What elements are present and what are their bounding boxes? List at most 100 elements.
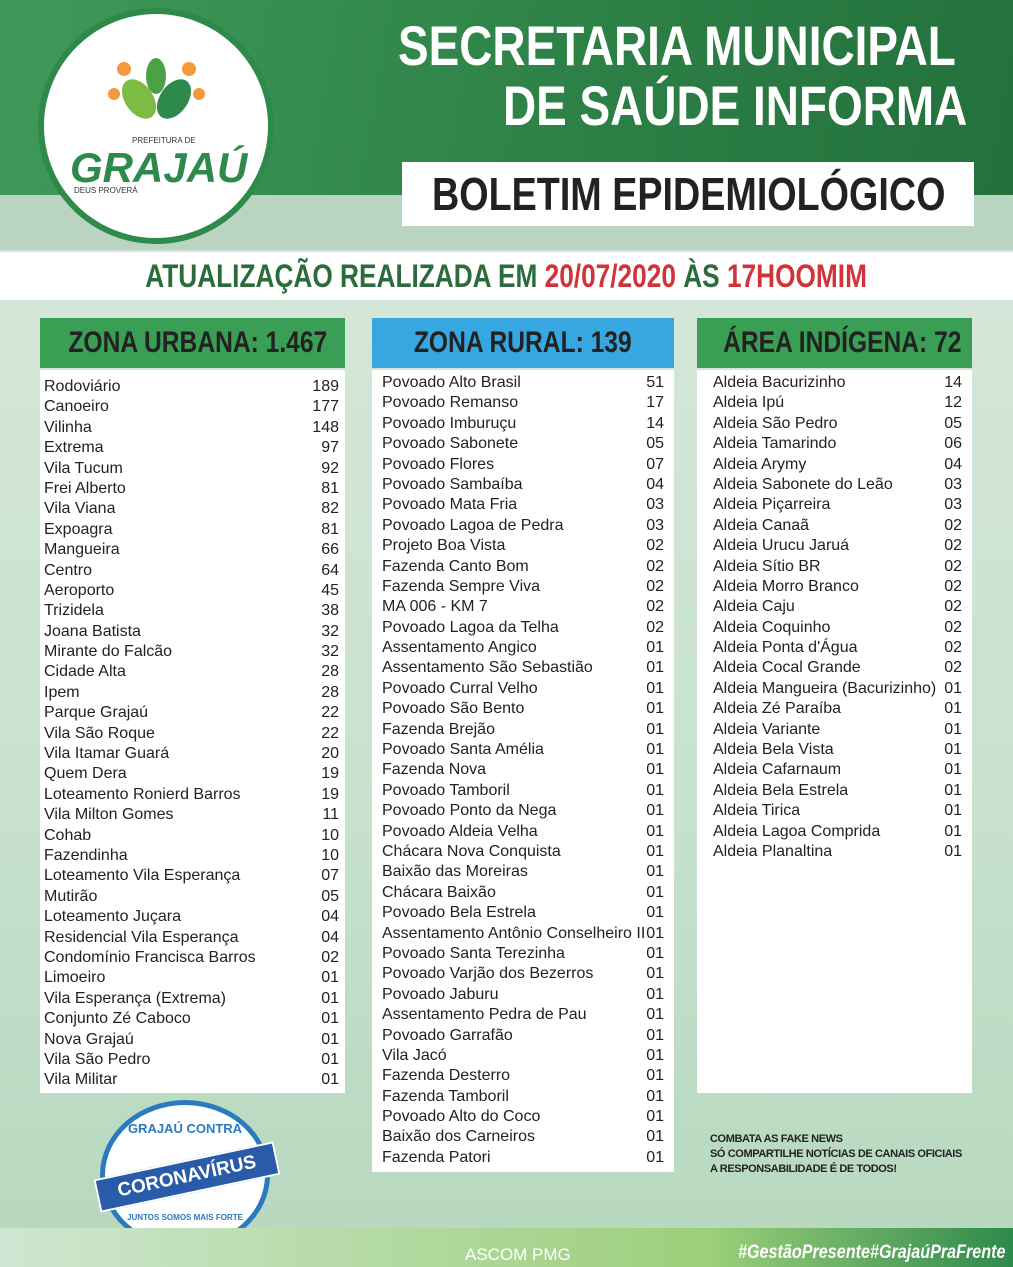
- case-count: 04: [321, 908, 339, 926]
- case-count: 01: [646, 944, 664, 962]
- place-name: Cohab: [44, 826, 92, 844]
- row: Povoado Bela Estrela 01: [382, 903, 664, 923]
- subtitle-box: BOLETIM EPIDEMIOLÓGICO: [402, 162, 974, 226]
- case-count: 01: [646, 1108, 664, 1126]
- row: Chácara Nova Conquista 01: [382, 842, 664, 862]
- row: Canoeiro 177: [44, 397, 339, 417]
- case-count: 02: [944, 537, 962, 555]
- case-count: 66: [321, 541, 339, 559]
- row: Aldeia Coquinho 02: [713, 618, 962, 638]
- case-count: 03: [646, 496, 664, 514]
- place-name: Condomínio Francisca Barros: [44, 948, 256, 966]
- row: Aldeia Cocal Grande 02: [713, 658, 962, 678]
- case-count: 01: [944, 741, 962, 759]
- hashtags: #GestãoPresente#GrajaúPraFrente: [738, 1242, 1006, 1263]
- place-name: Ipem: [44, 683, 80, 701]
- place-name: Aldeia Urucu Jaruá: [713, 537, 850, 555]
- case-count: 01: [646, 883, 664, 901]
- row: Povoado Sabonete 05: [382, 434, 664, 454]
- place-name: Povoado São Bento: [382, 700, 525, 718]
- row: Fazenda Canto Bom 02: [382, 557, 664, 577]
- row: Aldeia Cafarnaum 01: [713, 760, 962, 780]
- row: Aldeia Sítio BR 02: [713, 557, 962, 577]
- row: Povoado Jaburu 01: [382, 985, 664, 1005]
- place-name: Residencial Vila Esperança: [44, 928, 239, 946]
- row: Cidade Alta 28: [44, 662, 339, 682]
- case-count: 97: [321, 439, 339, 457]
- logo-leaves: [108, 58, 205, 119]
- row: Expoagra 81: [44, 520, 339, 540]
- case-count: 38: [321, 602, 339, 620]
- case-count: 05: [944, 414, 962, 432]
- case-count: 01: [646, 639, 664, 657]
- place-name: Aldeia Cocal Grande: [713, 659, 861, 677]
- logo-motto: DEUS PROVERÁ: [74, 186, 138, 195]
- case-count: 20: [321, 745, 339, 763]
- place-name: Joana Batista: [44, 622, 141, 640]
- place-name: Vila Viana: [44, 500, 116, 518]
- case-count: 02: [944, 516, 962, 534]
- place-name: Nova Grajaú: [44, 1030, 134, 1048]
- row: Aldeia Caju 02: [713, 597, 962, 617]
- place-name: Povoado Lagoa da Telha: [382, 618, 559, 636]
- case-count: 02: [944, 639, 962, 657]
- case-count: 82: [321, 500, 339, 518]
- row: Aldeia Sabonete do Leão 03: [713, 475, 962, 495]
- place-name: Aldeia São Pedro: [713, 414, 838, 432]
- row: Fazenda Desterro 01: [382, 1066, 664, 1086]
- row: Assentamento São Sebastião 01: [382, 658, 664, 678]
- row: Joana Batista 32: [44, 622, 339, 642]
- place-name: Povoado Tamboril: [382, 781, 510, 799]
- place-name: Assentamento Antônio Conselheiro II: [382, 924, 646, 942]
- row: Projeto Boa Vista 02: [382, 536, 664, 556]
- place-name: Baixão dos Carneiros: [382, 1128, 535, 1146]
- case-count: 177: [312, 398, 339, 416]
- case-count: 02: [944, 659, 962, 677]
- case-count: 01: [321, 969, 339, 987]
- case-count: 14: [944, 374, 962, 391]
- place-name: Frei Alberto: [44, 479, 126, 497]
- row: Parque Grajaú 22: [44, 703, 339, 723]
- row: Aldeia Tirica 01: [713, 801, 962, 821]
- row: Vila Tucum 92: [44, 459, 339, 479]
- place-name: Fazenda Brejão: [382, 720, 495, 738]
- case-count: 02: [646, 598, 664, 616]
- list: Povoado Alto Brasil 51 Povoado Remanso 17 Po…: [372, 370, 674, 1172]
- row: Povoado Sambaíba 04: [382, 475, 664, 495]
- row: Aldeia Bela Estrela 01: [713, 781, 962, 801]
- row: Aldeia Variante 01: [713, 720, 962, 740]
- case-count: 01: [646, 720, 664, 738]
- case-count: 01: [646, 741, 664, 759]
- case-count: 01: [321, 1050, 339, 1068]
- place-name: Aldeia Arymy: [713, 455, 807, 473]
- case-count: 12: [944, 394, 962, 412]
- place-name: Fazenda Tamboril: [382, 1087, 509, 1105]
- place-name: Aldeia Cafarnaum: [713, 761, 842, 779]
- update-middle: ÀS: [683, 258, 721, 294]
- row: Povoado Lagoa de Pedra 03: [382, 516, 664, 536]
- row: Assentamento Angico 01: [382, 638, 664, 658]
- place-name: Rodoviário: [44, 378, 121, 395]
- place-name: Fazenda Desterro: [382, 1067, 511, 1085]
- case-count: 01: [646, 904, 664, 922]
- badge-main: CORONAVÍRUS: [93, 1141, 281, 1213]
- row: Assentamento Pedra de Pau 01: [382, 1005, 664, 1025]
- place-name: Aldeia Bela Estrela: [713, 781, 849, 799]
- place-name: Quem Dera: [44, 765, 127, 783]
- place-name: Cidade Alta: [44, 663, 126, 681]
- case-count: 01: [321, 1010, 339, 1028]
- notice: COMBATA AS FAKE NEWS SÓ COMPARTILHE NOTÍ…: [710, 1132, 962, 1177]
- place-name: Povoado Curral Velho: [382, 679, 538, 697]
- update-text: ATUALIZAÇÃO REALIZADA EM 20/07/2020 ÀS 1…: [146, 252, 868, 300]
- place-name: Chácara Baixão: [382, 883, 496, 901]
- footer-credit: ASCOM PMG: [465, 1245, 571, 1264]
- place-name: Aldeia Zé Paraíba: [713, 700, 842, 718]
- case-count: 01: [944, 761, 962, 779]
- case-count: 02: [646, 557, 664, 575]
- row: Centro 64: [44, 561, 339, 581]
- place-name: Trizidela: [44, 602, 104, 620]
- footer-band: [0, 1228, 1013, 1267]
- row: Aldeia Planaltina 01: [713, 842, 962, 862]
- place-name: Povoado Imburuçu: [382, 414, 517, 432]
- place-name: Fazenda Nova: [382, 761, 487, 779]
